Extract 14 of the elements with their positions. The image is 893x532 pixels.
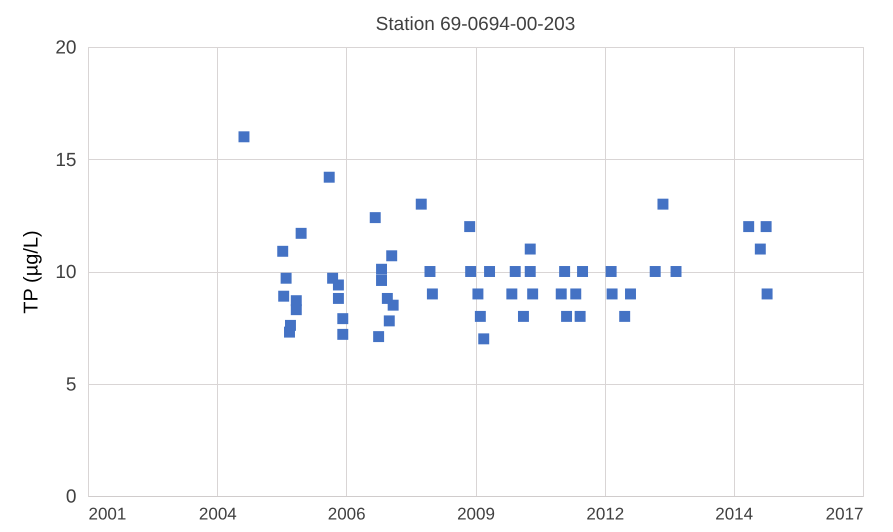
y-tick-label: 20 xyxy=(55,38,76,58)
chart-title: Station 69-0694-00-203 xyxy=(376,14,576,35)
x-tick-label: 2004 xyxy=(198,504,237,524)
x-tick-label: 2009 xyxy=(457,504,495,524)
y-tick-label: 10 xyxy=(55,262,76,283)
x-tick-label: 2017 xyxy=(826,504,864,524)
x-tick-label: 2014 xyxy=(715,504,754,524)
x-tick-label: 2012 xyxy=(586,504,624,524)
x-tick-label: 2006 xyxy=(328,504,366,524)
y-tick-label: 15 xyxy=(55,150,76,171)
x-tick-label: 2001 xyxy=(88,504,126,524)
y-tick-label: 5 xyxy=(66,374,76,396)
y-axis-title: TP (µg/L) xyxy=(20,230,42,314)
y-tick-label: 0 xyxy=(66,486,76,508)
